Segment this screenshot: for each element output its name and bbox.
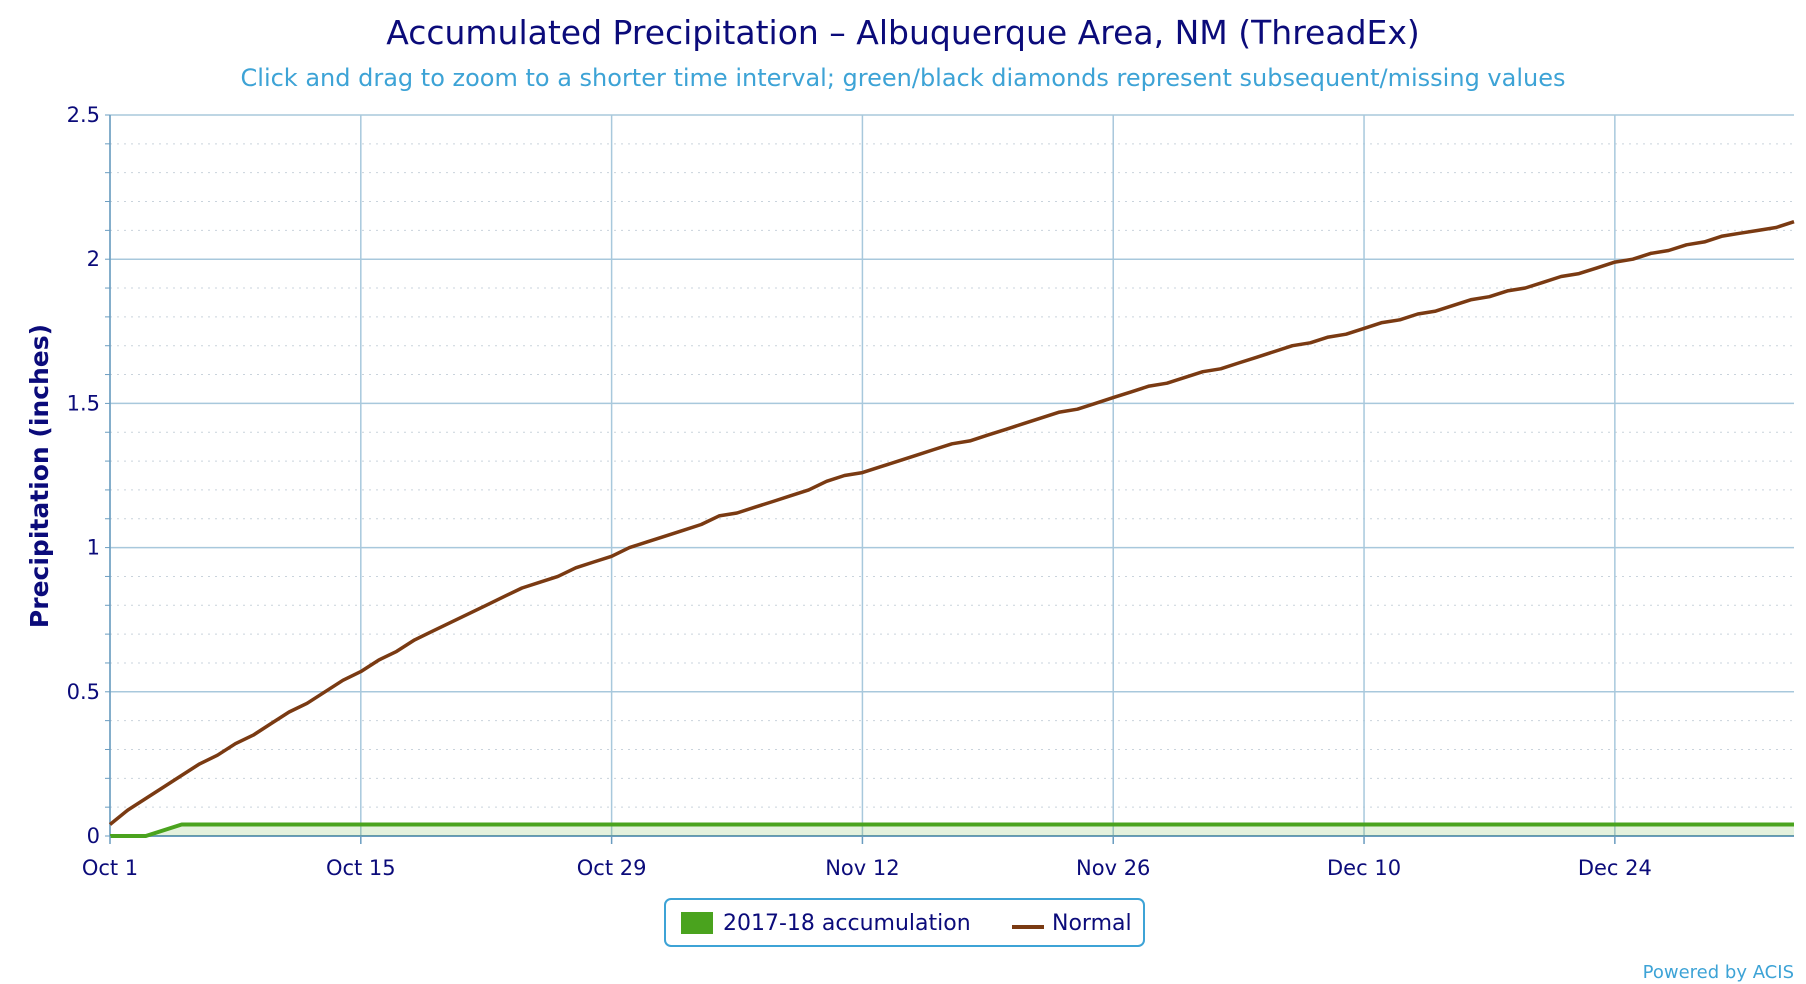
x-tick-label: Nov 26 [1076,856,1150,880]
x-tick-label: Oct 15 [326,856,396,880]
chart-subtitle: Click and drag to zoom to a shorter time… [241,64,1566,92]
y-tick-label: 0 [87,824,100,848]
series-line-accumulation[interactable] [110,822,1794,838]
y-axis-ticks: 0 0.5 1 1.5 2 2.5 [67,103,100,848]
grid [109,114,1794,837]
y-tick-label: 0.5 [67,680,100,704]
legend[interactable]: 2017-18 accumulation Normal [664,898,1145,947]
chart-title: Accumulated Precipitation – Albuquerque … [386,13,1420,52]
x-tick-label: Oct 1 [82,856,138,880]
y-tick-label: 2.5 [67,103,100,127]
y-tick-label: 1.5 [67,391,100,415]
powered-by-credit[interactable]: Powered by ACIS [1643,962,1794,983]
series-area-accumulation [110,824,1794,836]
legend-frame [664,898,1145,947]
series-line-normal[interactable] [108,220,1795,826]
y-axis-label: Precipitation (inches) [25,324,54,628]
legend-swatch-accumulation[interactable] [681,912,713,934]
legend-label-accumulation[interactable]: 2017-18 accumulation [723,911,971,936]
x-axis-ticks: Oct 1 Oct 15 Oct 29 Nov 12 Nov 26 Dec 10 Dec 2… [82,836,1652,880]
x-tick-label: Dec 10 [1327,856,1401,880]
series-layer [108,220,1795,838]
x-tick-label: Nov 12 [825,856,899,880]
y-tick-label: 2 [87,247,100,271]
y-tick-label: 1 [87,536,100,560]
x-tick-label: Dec 24 [1578,856,1652,880]
x-tick-label: Oct 29 [577,856,647,880]
legend-label-normal[interactable]: Normal [1052,911,1132,936]
axes [105,114,1794,837]
